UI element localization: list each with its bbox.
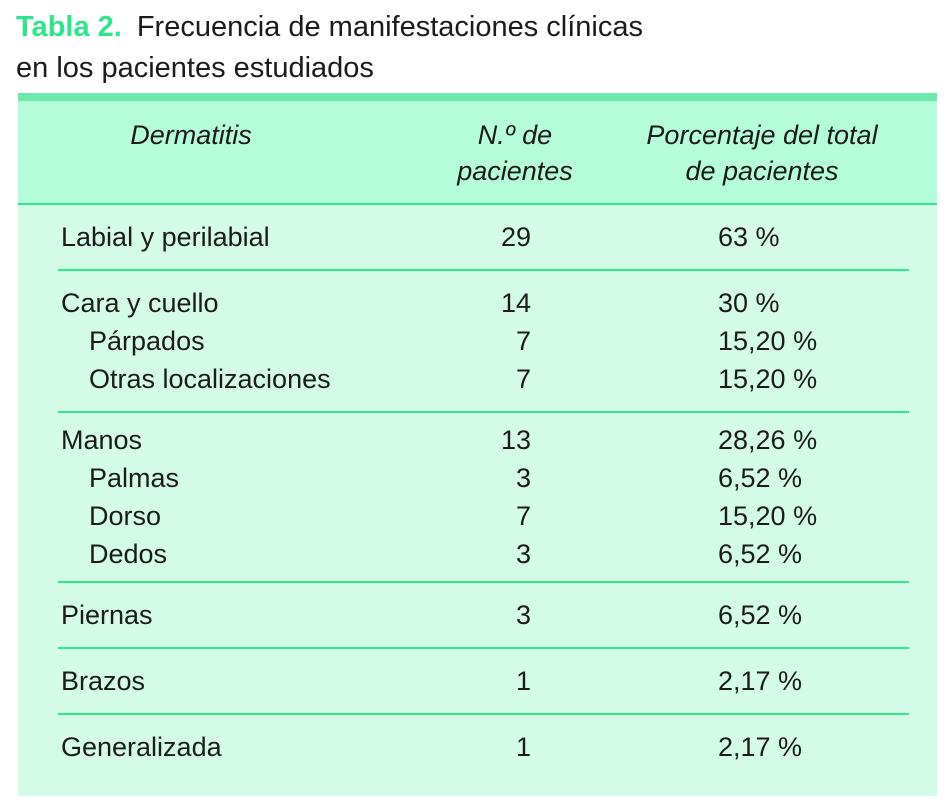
cell-num-pacientes: 7 bbox=[515, 364, 531, 394]
cell-num-pacientes: 7 bbox=[515, 501, 531, 531]
row-divider bbox=[58, 647, 909, 649]
cell-num-pacientes: 3 bbox=[515, 600, 531, 630]
row-group: Labial y perilabial 29 63 % bbox=[18, 205, 937, 269]
cell-num-pacientes: 3 bbox=[515, 539, 531, 569]
caption-line2: en los pacientes estudiados bbox=[16, 52, 374, 84]
table-row: Manos 13 28,26 % bbox=[18, 421, 937, 459]
table-row: Palmas 3 6,52 % bbox=[18, 459, 937, 497]
row-group: Cara y cuello 14 30 % Párpados 7 15,20 % Otras… bbox=[18, 271, 937, 411]
table-row: Labial y perilabial 29 63 % bbox=[18, 218, 937, 256]
row-group: Generalizada 1 2,17 % bbox=[18, 715, 937, 796]
table-row: Dedos 3 6,52 % bbox=[18, 535, 937, 573]
cell-num-pacientes: 1 bbox=[515, 666, 531, 696]
column-header-dermatitis: Dermatitis bbox=[130, 120, 252, 150]
cell-dermatitis: Piernas bbox=[61, 600, 153, 630]
table-header-row: Dermatitis N.º de pacientes Porcentaje d… bbox=[18, 101, 937, 205]
cell-porcentaje: 15,20 % bbox=[718, 501, 818, 531]
column-header-porcentaje: Porcentaje del total de pacientes bbox=[646, 120, 878, 186]
cell-dermatitis: Otras localizaciones bbox=[89, 364, 331, 394]
table-body: Labial y perilabial 29 63 % Cara y cuello 14… bbox=[18, 205, 937, 796]
cell-dermatitis: Dedos bbox=[89, 539, 168, 569]
cell-porcentaje: 2,17 % bbox=[718, 666, 803, 696]
table-top-accent-bar bbox=[18, 93, 937, 101]
table-row: Brazos 1 2,17 % bbox=[18, 662, 937, 700]
cell-dermatitis: Palmas bbox=[89, 463, 180, 493]
row-divider bbox=[58, 581, 909, 583]
table-row: Otras localizaciones 7 15,20 % bbox=[18, 360, 937, 398]
row-group: Piernas 3 6,52 % bbox=[18, 583, 937, 647]
cell-dermatitis: Brazos bbox=[61, 666, 146, 696]
caption-line1: Frecuencia de manifestaciones clínicas bbox=[136, 11, 643, 43]
cell-num-pacientes: 13 bbox=[500, 425, 531, 455]
cell-dermatitis: Manos bbox=[61, 425, 143, 455]
cell-dermatitis: Dorso bbox=[89, 501, 162, 531]
cell-porcentaje: 6,52 % bbox=[718, 600, 803, 630]
row-divider bbox=[58, 713, 909, 715]
cell-porcentaje: 6,52 % bbox=[718, 539, 803, 569]
cell-porcentaje: 30 % bbox=[718, 288, 780, 318]
table-row: Cara y cuello 14 30 % bbox=[18, 284, 937, 322]
cell-num-pacientes: 14 bbox=[500, 288, 531, 318]
frequency-table: Dermatitis N.º de pacientes Porcentaje d… bbox=[18, 93, 937, 796]
cell-dermatitis: Párpados bbox=[89, 326, 205, 356]
cell-num-pacientes: 1 bbox=[515, 732, 531, 762]
table-row: Piernas 3 6,52 % bbox=[18, 596, 937, 634]
table-row: Párpados 7 15,20 % bbox=[18, 322, 937, 360]
cell-num-pacientes: 3 bbox=[515, 463, 531, 493]
cell-porcentaje: 28,26 % bbox=[718, 425, 818, 455]
cell-dermatitis: Generalizada bbox=[61, 732, 222, 762]
cell-dermatitis: Labial y perilabial bbox=[61, 222, 270, 252]
row-group: Manos 13 28,26 % Palmas 3 6,52 % Dorso 7 15,20 %… bbox=[18, 413, 937, 581]
row-divider bbox=[58, 411, 909, 413]
table-number-label: Tabla 2. bbox=[16, 11, 122, 43]
cell-porcentaje: 2,17 % bbox=[718, 732, 803, 762]
cell-porcentaje: 15,20 % bbox=[718, 326, 818, 356]
cell-porcentaje: 15,20 % bbox=[718, 364, 818, 394]
row-group: Brazos 1 2,17 % bbox=[18, 649, 937, 713]
table-caption: Tabla 2. Frecuencia de manifestaciones cl… bbox=[0, 0, 949, 89]
table-row: Generalizada 1 2,17 % bbox=[18, 728, 937, 766]
cell-dermatitis: Cara y cuello bbox=[61, 288, 219, 318]
cell-num-pacientes: 7 bbox=[515, 326, 531, 356]
cell-num-pacientes: 29 bbox=[500, 222, 531, 252]
cell-porcentaje: 6,52 % bbox=[718, 463, 803, 493]
row-divider bbox=[58, 269, 909, 271]
cell-porcentaje: 63 % bbox=[718, 222, 780, 252]
column-header-num-pacientes: N.º de pacientes bbox=[457, 120, 573, 186]
table-row: Dorso 7 15,20 % bbox=[18, 497, 937, 535]
